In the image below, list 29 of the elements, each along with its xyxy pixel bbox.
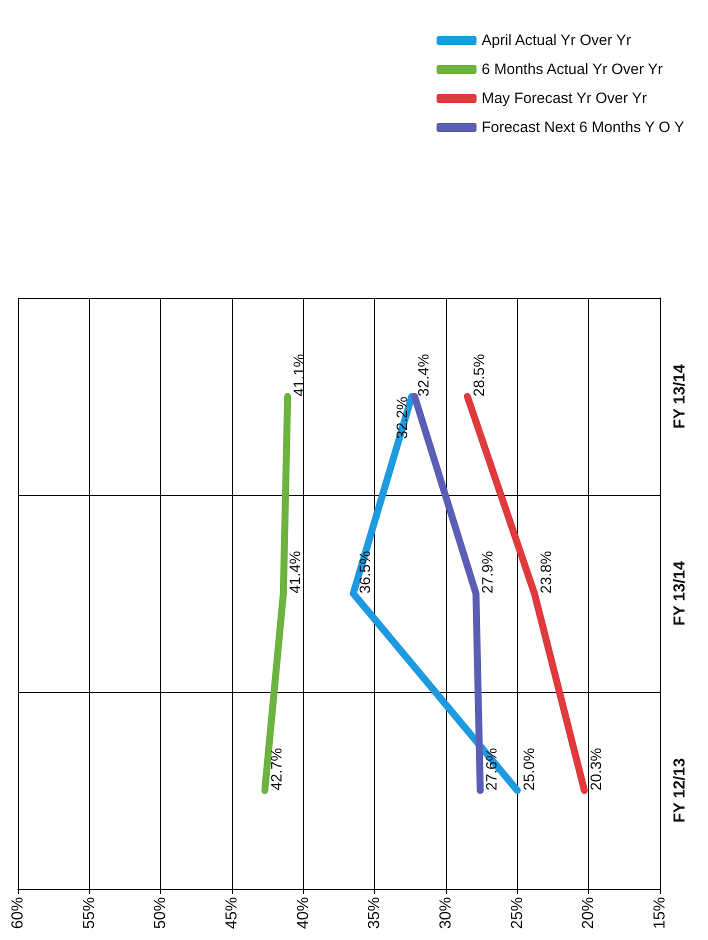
legend-label: 6 Months Actual Yr Over Yr — [482, 61, 663, 78]
x-tick-label: 45% — [224, 896, 240, 930]
x-tick-label: 60% — [10, 896, 26, 930]
data-label: 42.7% — [268, 748, 286, 790]
data-label: 23.8% — [538, 550, 555, 594]
x-tick-label: 35% — [366, 896, 384, 930]
data-label: 41.1% — [291, 354, 308, 396]
data-label: 28.5% — [470, 354, 488, 396]
y-tick-label: FY 12/13 — [672, 758, 688, 823]
y-tick-label: FY 13/14 — [672, 561, 688, 626]
data-label: 20.3% — [588, 748, 605, 790]
x-tick-label: 50% — [152, 896, 170, 930]
data-label: 27.6% — [484, 748, 501, 790]
x-tick-label: 30% — [438, 896, 454, 930]
data-label: 36.5% — [356, 550, 374, 594]
x-tick-label: 15% — [652, 896, 668, 930]
x-tick-label: 55% — [80, 896, 98, 930]
legend-label: April Actual Yr Over Yr — [482, 32, 632, 49]
data-label: 25.0% — [520, 748, 538, 790]
legend-label: Forecast Next 6 Months Y O Y — [482, 119, 684, 136]
y-tick-label: FY 13/14 — [672, 364, 688, 429]
x-tick-label: 20% — [580, 896, 598, 930]
x-tick-label: 25% — [508, 896, 526, 930]
x-tick-label: 40% — [294, 896, 312, 930]
data-label: 32.4% — [415, 354, 432, 396]
data-label: 27.9% — [479, 550, 496, 594]
legend-label: May Forecast Yr Over Yr — [482, 90, 647, 107]
data-label: 41.4% — [286, 550, 304, 594]
data-label: 32.2% — [394, 396, 412, 440]
